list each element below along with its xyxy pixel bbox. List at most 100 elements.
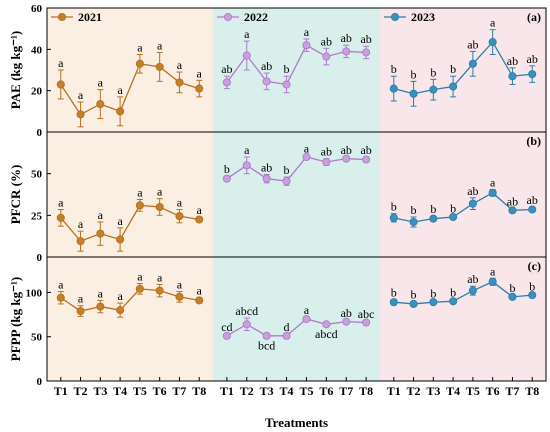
data-point xyxy=(528,70,537,79)
y-tick-label: 40 xyxy=(31,44,43,56)
significance-label: a xyxy=(137,186,143,200)
significance-label: a xyxy=(197,66,203,80)
significance-label: a xyxy=(58,278,64,292)
y-tick-label: 60 xyxy=(31,3,43,15)
significance-label: a xyxy=(117,289,123,303)
x-tick-label: T5 xyxy=(133,384,147,398)
significance-label: abcd xyxy=(315,327,338,341)
significance-label: ab xyxy=(360,143,371,157)
x-tick-label: T4 xyxy=(113,384,127,398)
data-point xyxy=(468,286,477,295)
significance-label: ab xyxy=(321,34,332,48)
y-tick-label: 50 xyxy=(31,169,43,181)
x-tick-label: T6 xyxy=(486,384,500,398)
plot-frame xyxy=(46,7,547,382)
significance-label: ab xyxy=(507,195,518,209)
significance-label: a xyxy=(177,58,183,72)
data-point xyxy=(449,212,458,222)
x-tick-label: T8 xyxy=(525,384,539,398)
y-axis-title: PAE (kg kg⁻¹) xyxy=(8,31,23,109)
data-point xyxy=(282,80,291,89)
data-point xyxy=(96,100,105,109)
y-tick-label: 100 xyxy=(26,287,43,299)
x-tick-label: T7 xyxy=(172,384,186,398)
data-point xyxy=(135,201,144,210)
x-tick-label: T3 xyxy=(93,384,107,398)
data-point xyxy=(262,331,271,340)
data-point xyxy=(342,317,351,326)
legend-marker-2021 xyxy=(57,12,67,22)
y-tick-label: 0 xyxy=(37,376,43,388)
x-tick-label: T1 xyxy=(387,384,401,398)
x-tick-label: T3 xyxy=(260,384,274,398)
significance-label: b xyxy=(430,202,436,216)
significance-label: a xyxy=(157,38,163,52)
data-point xyxy=(362,155,371,164)
significance-label: cd xyxy=(221,320,232,334)
significance-label: a xyxy=(244,143,250,157)
significance-label: a xyxy=(117,214,123,228)
panel-label: (c) xyxy=(528,259,541,273)
significance-label: a xyxy=(490,16,496,30)
data-point xyxy=(429,298,438,307)
y-tick-label: 25 xyxy=(31,210,43,222)
data-point xyxy=(56,293,65,302)
y-tick-label: 0 xyxy=(37,252,43,264)
data-point xyxy=(175,78,184,87)
significance-label: a xyxy=(58,56,64,70)
data-point xyxy=(508,72,517,81)
legend-label-2021: 2021 xyxy=(78,10,102,24)
data-point xyxy=(116,306,125,315)
significance-label: b xyxy=(450,201,456,215)
significance-label: b xyxy=(224,162,230,176)
significance-label: abcd xyxy=(235,304,258,318)
data-point xyxy=(322,157,331,167)
significance-label: b xyxy=(430,65,436,79)
significance-label: b xyxy=(411,203,417,217)
data-point xyxy=(116,235,125,244)
significance-label: b xyxy=(391,62,397,76)
significance-label: b xyxy=(450,286,456,300)
significance-label: b xyxy=(284,163,290,177)
significance-label: ab xyxy=(341,306,352,320)
data-point xyxy=(76,110,85,119)
legend-marker-2022 xyxy=(223,12,233,22)
significance-label: a xyxy=(98,286,104,300)
significance-label: b xyxy=(509,281,515,295)
significance-label: ab xyxy=(467,184,478,198)
data-point xyxy=(322,52,331,61)
data-point xyxy=(468,199,477,208)
data-point xyxy=(389,298,398,307)
group-background-2023 xyxy=(380,8,546,381)
data-point xyxy=(449,297,458,306)
data-point xyxy=(262,77,271,86)
significance-label: ab xyxy=(527,52,538,66)
panel-label: (b) xyxy=(526,134,541,148)
significance-label: b xyxy=(430,286,436,300)
data-point xyxy=(409,299,418,308)
data-point xyxy=(116,107,125,116)
significance-label: a xyxy=(244,27,250,41)
significance-label: d xyxy=(284,320,290,334)
significance-label: a xyxy=(117,83,123,97)
data-point xyxy=(155,286,164,295)
data-point xyxy=(528,205,537,214)
x-tick-label: T8 xyxy=(359,384,373,398)
legend-label-2023: 2023 xyxy=(411,10,435,24)
significance-label: a xyxy=(98,208,104,222)
data-point xyxy=(195,296,204,305)
significance-label: bcd xyxy=(258,339,275,353)
significance-label: a xyxy=(197,203,203,217)
significance-label: b xyxy=(391,200,397,214)
significance-label: a xyxy=(98,76,104,90)
x-tick-label: T7 xyxy=(505,384,519,398)
data-point xyxy=(362,318,371,327)
data-point xyxy=(468,59,477,68)
data-point xyxy=(56,213,65,222)
significance-label: ab xyxy=(261,59,272,73)
significance-label: ab xyxy=(467,37,478,51)
data-point xyxy=(508,206,517,215)
significance-label: a xyxy=(304,303,310,317)
significance-label: ab xyxy=(321,145,332,159)
x-tick-label: T1 xyxy=(54,384,68,398)
